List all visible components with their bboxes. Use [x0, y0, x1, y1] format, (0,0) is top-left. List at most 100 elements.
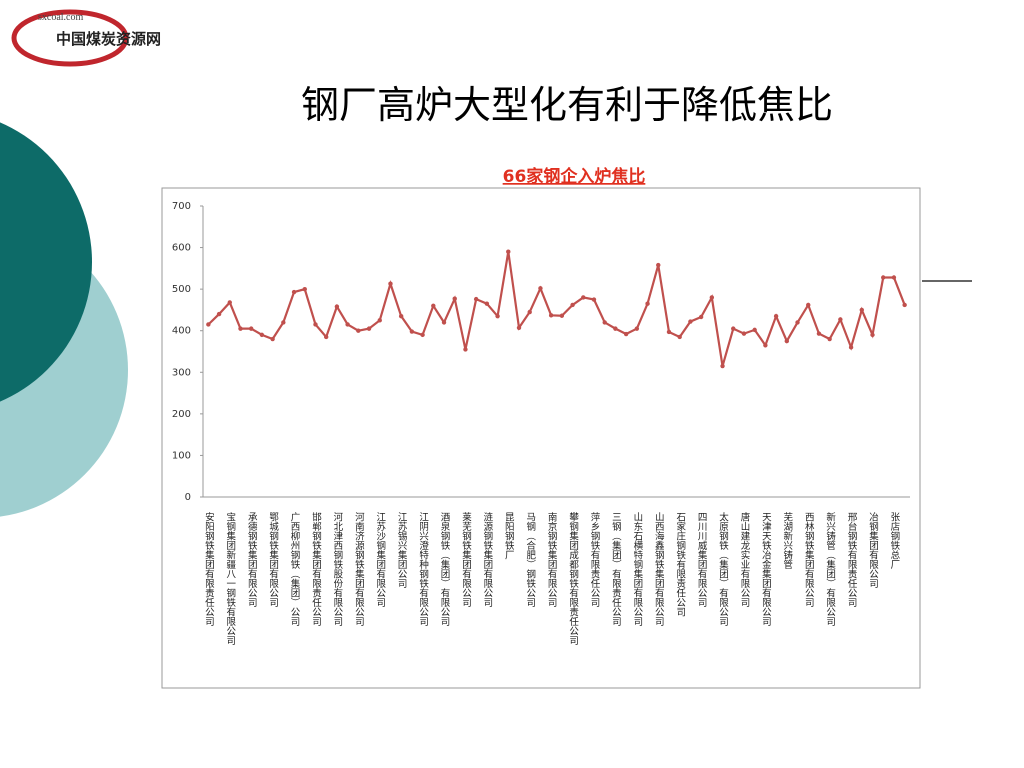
- x-tick-label: 西林钢铁集团有限公司: [803, 512, 815, 607]
- point: [452, 296, 457, 301]
- x-tick-label: 承德钢铁集团有限公司: [246, 512, 258, 607]
- point: [645, 301, 650, 306]
- point: [816, 331, 822, 336]
- point: [763, 343, 768, 348]
- x-tick-label: 河南济源钢铁集团有限公司: [353, 511, 365, 626]
- point: [688, 319, 693, 324]
- point: [656, 262, 661, 268]
- x-tick-label: 唐山建龙实业有限公司: [738, 511, 750, 607]
- x-tick-label: 邯郸钢铁集团有限责任公司: [310, 511, 322, 626]
- x-tick-label: 冶钢集团有限公司: [867, 511, 879, 588]
- point: [634, 326, 640, 331]
- y-tick-label: 400: [172, 326, 191, 337]
- point: [238, 326, 243, 331]
- point: [206, 322, 211, 327]
- point: [216, 311, 222, 317]
- point: [752, 327, 757, 333]
- x-tick-label: 昆阳钢铁厂: [503, 512, 515, 560]
- x-tick-label: 新兴铸管（集团）有限公司: [824, 511, 836, 626]
- point: [570, 302, 575, 308]
- y-tick-label: 500: [172, 284, 191, 295]
- slide-title: 钢厂高炉大型化有利于降低焦比: [301, 83, 833, 127]
- x-tick-label: 莱芜钢铁集团有限公司: [460, 511, 472, 607]
- x-tick-label: 天津天铁冶金集团有限公司: [760, 512, 772, 626]
- decor-circle-dark: [0, 122, 92, 402]
- line: [207, 251, 906, 367]
- point: [848, 345, 854, 350]
- x-tick-label: 江苏锡兴集团公司: [396, 512, 408, 588]
- point: [581, 295, 586, 300]
- point: [773, 313, 779, 319]
- x-tick-label: 石家庄钢铁有限责任公司: [674, 512, 686, 617]
- point: [249, 326, 254, 331]
- point: [227, 300, 232, 305]
- x-tick-label: 三钢（集团）有限责任公司: [610, 512, 622, 626]
- point: [859, 307, 864, 313]
- point: [698, 314, 704, 320]
- x-tick-label: 马钢（合肥）钢铁公司: [524, 512, 536, 607]
- x-tick-label: 邢台钢铁有限责任公司: [846, 512, 858, 607]
- x-tick-label: 河北津西钢铁股份有限公司: [331, 511, 343, 626]
- point: [709, 295, 715, 300]
- point: [602, 320, 607, 325]
- point: [323, 334, 329, 340]
- point: [891, 275, 897, 280]
- point: [259, 332, 265, 338]
- point: [366, 326, 372, 331]
- logo: sxcoal.com 中国煤炭资源网: [11, 9, 161, 67]
- x-tick-label: 江苏沙钢集团有限公司: [374, 512, 386, 607]
- x-tick-label: 攀钢集团成都钢铁有限责任公司: [567, 511, 579, 645]
- x-tick-label: 安阳钢铁集团有限责任公司: [203, 511, 215, 626]
- y-tick-label: 0: [185, 492, 191, 503]
- x-tick-label: 四川川威集团有限公司: [696, 512, 708, 607]
- point: [838, 317, 843, 322]
- chart-frame: [161, 187, 921, 689]
- point: [623, 331, 629, 337]
- point: [270, 336, 275, 342]
- point: [506, 249, 511, 254]
- y-tick-label: 100: [172, 450, 191, 461]
- point: [377, 318, 382, 323]
- x-tick-label: 涟源钢铁集团有限公司: [481, 511, 493, 607]
- x-tick-label: 南京钢铁集团有限公司: [546, 511, 558, 607]
- point: [484, 301, 490, 306]
- point: [548, 313, 554, 318]
- point: [784, 338, 790, 344]
- point: [388, 281, 393, 286]
- x-tick-label: 宝钢集团新疆八一钢铁有限公司: [224, 511, 236, 645]
- x-tick-label: 山东石横特钢集团有限公司: [631, 512, 643, 626]
- x-tick-label: 芜湖新兴铸管: [781, 511, 793, 569]
- x-tick-label: 太原钢铁（集团）有限公司: [717, 511, 729, 626]
- point: [677, 334, 682, 340]
- point: [731, 326, 736, 331]
- point: [334, 304, 340, 309]
- point: [356, 328, 361, 333]
- point: [463, 347, 468, 352]
- point: [559, 313, 565, 318]
- point: [827, 336, 832, 342]
- y-tick-label: 700: [172, 201, 191, 212]
- y-tick-label: 300: [172, 367, 191, 378]
- x-tick-label: 张店钢铁总厂: [888, 512, 900, 570]
- point: [527, 309, 532, 315]
- point: [473, 296, 479, 302]
- point: [409, 329, 415, 334]
- point: [431, 303, 436, 308]
- point: [291, 289, 297, 295]
- point: [741, 331, 747, 336]
- point: [516, 325, 522, 331]
- point: [806, 302, 811, 308]
- x-tick-label: 鄂城钢铁集团有限公司: [267, 512, 279, 607]
- point: [870, 332, 875, 338]
- y-tick-label: 600: [172, 243, 191, 254]
- point: [881, 275, 886, 280]
- point: [591, 297, 597, 302]
- x-tick-label: 酒泉钢铁（集团）有限公司: [439, 512, 451, 626]
- point: [345, 322, 350, 327]
- point: [313, 322, 318, 327]
- y-tick-label: 200: [172, 409, 191, 420]
- point: [613, 326, 618, 331]
- x-tick-label: 江阴兴澄特种钢铁有限公司: [417, 512, 429, 626]
- point: [281, 320, 286, 325]
